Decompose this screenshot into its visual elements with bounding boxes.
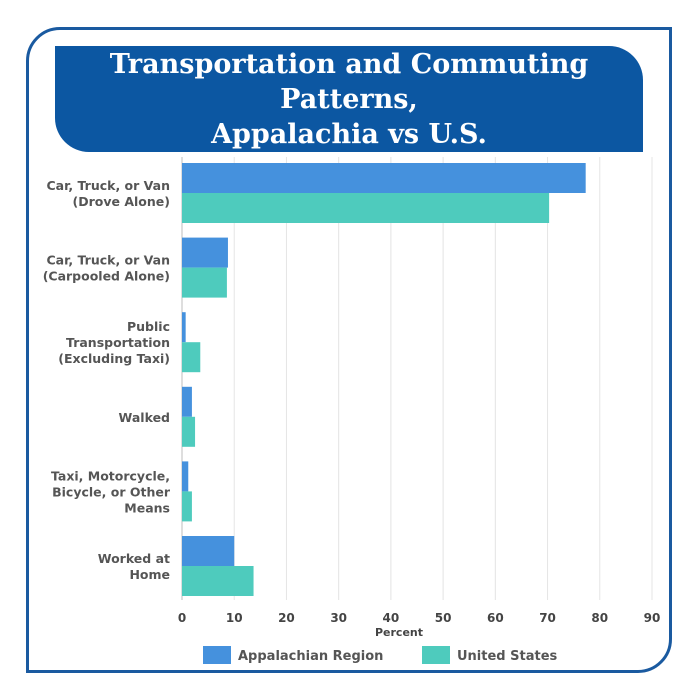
x-tick-label: 20 bbox=[278, 611, 295, 625]
legend-label: Appalachian Region bbox=[238, 649, 383, 664]
chart-title: Transportation and Commuting Patterns, A… bbox=[109, 48, 589, 150]
category-labels: Car, Truck, or Van (Drove Alone) Car, Truc… bbox=[43, 178, 171, 582]
x-tick-label: 90 bbox=[644, 611, 661, 625]
x-axis-title: Percent bbox=[375, 626, 423, 639]
grid-lines bbox=[181, 157, 653, 600]
x-tick-label: 40 bbox=[383, 611, 400, 625]
x-tick-label: 30 bbox=[330, 611, 347, 625]
bar-appalachian-region bbox=[182, 386, 192, 417]
bar-united-states bbox=[182, 267, 227, 298]
category-label: Public Transportation (Excluding Taxi) bbox=[58, 319, 170, 366]
bar-united-states bbox=[182, 491, 192, 522]
x-tick-label: 60 bbox=[487, 611, 504, 625]
legend-swatch bbox=[422, 646, 450, 664]
category-label: Worked at Home bbox=[98, 551, 170, 582]
bar-united-states bbox=[182, 566, 254, 596]
bar-appalachian-region bbox=[182, 312, 186, 343]
bar-united-states bbox=[182, 416, 196, 447]
x-tick-label: 70 bbox=[539, 611, 556, 625]
category-label: Walked bbox=[119, 410, 170, 425]
x-tick-label: 50 bbox=[435, 611, 452, 625]
bar-appalachian-region bbox=[182, 461, 189, 492]
title-banner: Transportation and Commuting Patterns, A… bbox=[55, 46, 643, 152]
legend: Appalachian Region United States bbox=[203, 646, 558, 664]
x-tick-label: 0 bbox=[178, 611, 186, 625]
category-label: Car, Truck, or Van (Drove Alone) bbox=[46, 178, 170, 209]
x-tick-labels: 0 10 20 30 40 50 60 70 80 90 bbox=[178, 611, 661, 625]
chart-frame bbox=[26, 27, 672, 673]
bar-united-states bbox=[182, 193, 550, 223]
bar-appalachian-region bbox=[182, 237, 228, 268]
category-label: Taxi, Motorcycle, Bicycle, or Other Means bbox=[51, 468, 171, 515]
legend-label: United States bbox=[457, 649, 558, 664]
x-tick-label: 10 bbox=[226, 611, 243, 625]
bar-appalachian-region bbox=[182, 536, 235, 566]
bar-appalachian-region bbox=[182, 163, 586, 193]
bar-united-states bbox=[182, 342, 201, 373]
category-label: Car, Truck, or Van (Carpooled Alone) bbox=[43, 253, 170, 284]
legend-swatch bbox=[203, 646, 231, 664]
x-tick-label: 80 bbox=[591, 611, 608, 625]
bars bbox=[182, 163, 586, 596]
